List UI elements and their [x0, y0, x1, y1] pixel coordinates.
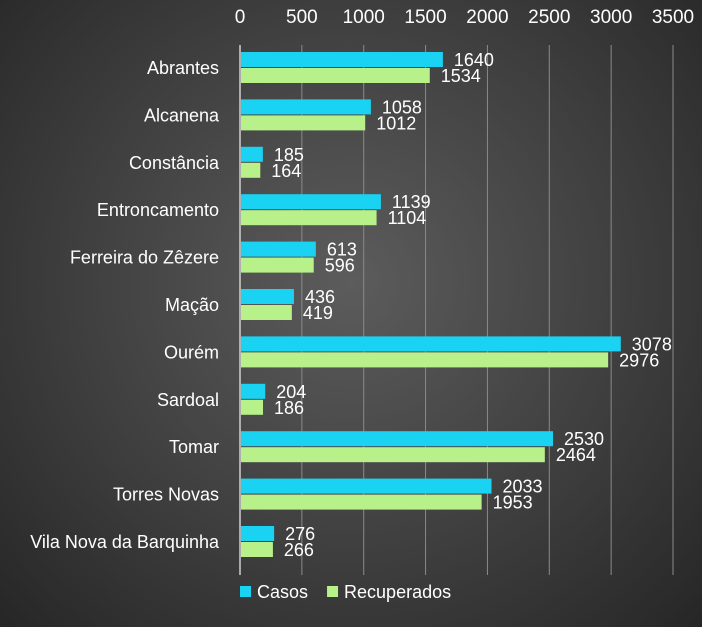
category-label: Mação — [165, 295, 219, 315]
x-tick-label: 2000 — [466, 7, 508, 28]
data-label: 164 — [271, 161, 301, 181]
category-label: Tomar — [169, 437, 219, 457]
x-tick-label: 2500 — [528, 7, 570, 28]
bar-recuperados — [241, 162, 261, 178]
gridlines — [239, 45, 674, 575]
data-label: 436 — [305, 287, 335, 307]
data-label: 1953 — [493, 493, 533, 513]
bar-recuperados — [241, 542, 273, 557]
data-label: 185 — [274, 145, 304, 165]
category-label: Sardoal — [157, 390, 219, 410]
bar-casos — [241, 99, 371, 115]
data-label: 266 — [284, 540, 314, 560]
data-label: 1534 — [441, 66, 481, 86]
category-labels: Abrantes Alcanena Constância Entroncamento F… — [30, 58, 220, 552]
data-label: 204 — [276, 382, 306, 402]
data-label: 419 — [303, 303, 333, 323]
bar-recuperados — [241, 305, 292, 320]
bars — [241, 52, 621, 557]
legend: Casos Recuperados — [240, 582, 451, 602]
data-label: 1058 — [382, 97, 422, 117]
bar-recuperados — [241, 494, 482, 510]
bar-recuperados — [241, 210, 377, 226]
x-tick-label: 3500 — [652, 7, 694, 28]
x-tick-label: 1500 — [404, 7, 446, 28]
data-label: 2976 — [619, 350, 659, 370]
data-label: 3078 — [632, 334, 672, 354]
data-label: 1640 — [454, 50, 494, 70]
bar-recuperados — [241, 257, 314, 273]
bar-casos — [241, 194, 381, 210]
bar-recuperados — [241, 115, 366, 131]
legend-swatch — [327, 586, 339, 597]
legend-label: Recuperados — [344, 582, 451, 602]
data-label: 2530 — [564, 429, 604, 449]
x-tick-label: 500 — [286, 7, 318, 28]
x-axis-ticks: 0 500 1000 1500 2000 2500 3000 3500 — [235, 7, 694, 28]
legend-label: Casos — [257, 582, 308, 602]
bar-casos — [241, 52, 443, 67]
category-label: Vila Nova da Barquinha — [30, 532, 220, 552]
x-tick-label: 3000 — [590, 7, 632, 28]
bar-casos — [241, 289, 294, 304]
bar-casos — [241, 383, 266, 399]
data-label: 613 — [327, 240, 357, 260]
bar-casos — [241, 241, 316, 257]
data-label: 1012 — [376, 113, 416, 133]
category-label: Entroncamento — [97, 200, 219, 220]
x-tick-label: 1000 — [343, 7, 385, 28]
bar-recuperados — [241, 68, 430, 83]
data-label: 186 — [274, 398, 304, 418]
data-label: 1139 — [392, 192, 431, 212]
data-label: 2464 — [556, 445, 596, 465]
category-label: Constância — [129, 153, 220, 173]
bar-casos — [241, 336, 621, 352]
x-tick-label: 0 — [235, 7, 246, 28]
legend-swatch — [240, 586, 251, 597]
bar-casos — [241, 478, 492, 494]
category-label: Torres Novas — [113, 485, 219, 505]
bar-casos — [241, 431, 553, 447]
category-label: Ourém — [164, 342, 219, 362]
bar-recuperados — [241, 447, 545, 463]
bar-casos — [241, 526, 275, 541]
category-label: Abrantes — [147, 58, 219, 78]
bar-recuperados — [241, 352, 609, 368]
data-label: 596 — [325, 256, 355, 276]
data-label: 1104 — [388, 208, 427, 228]
data-label: 276 — [285, 524, 315, 544]
bar-recuperados — [241, 399, 264, 415]
bar-casos — [241, 146, 263, 162]
category-label: Ferreira do Zêzere — [70, 248, 219, 268]
data-label: 2033 — [503, 477, 543, 497]
category-label: Alcanena — [144, 105, 220, 125]
